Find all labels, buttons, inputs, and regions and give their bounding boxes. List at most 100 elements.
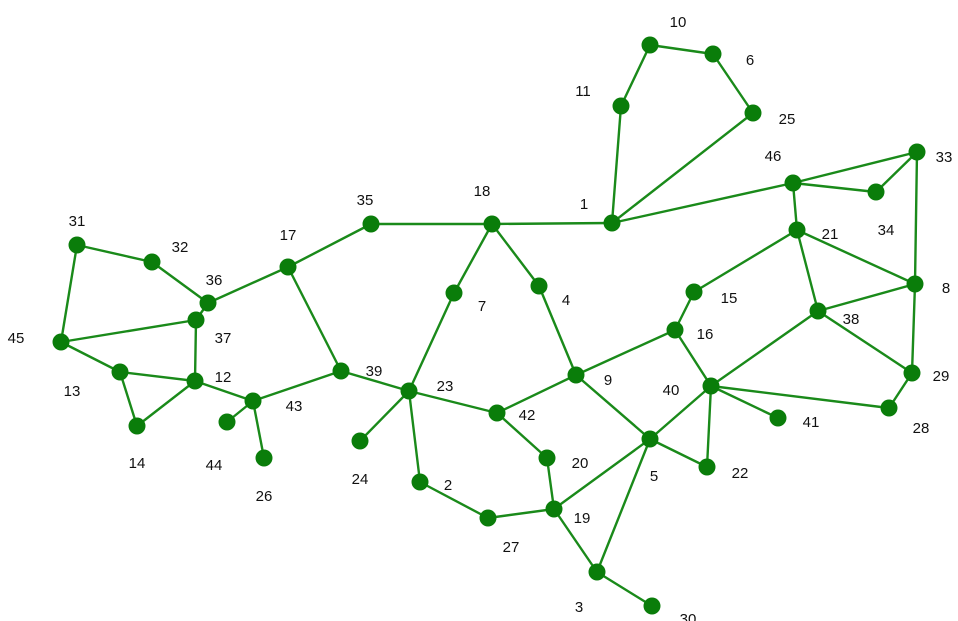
edge-34-33 — [874, 150, 919, 194]
node-label-39: 39 — [366, 363, 383, 380]
edge-4-9 — [537, 284, 578, 377]
node-15 — [685, 283, 703, 301]
edge-43-26 — [251, 399, 266, 460]
node-label-7: 7 — [478, 298, 486, 315]
edge-42-20 — [495, 411, 549, 460]
edge-40-22 — [705, 384, 713, 469]
edge-40-38 — [709, 309, 820, 388]
edge-27-19 — [486, 507, 556, 520]
node-25 — [744, 104, 762, 122]
node-18 — [483, 215, 501, 233]
node-label-19: 19 — [574, 510, 591, 527]
node-1 — [603, 214, 621, 232]
node-3 — [588, 563, 606, 581]
node-label-16: 16 — [697, 326, 714, 343]
node-label-28: 28 — [913, 420, 930, 437]
node-label-45: 45 — [8, 330, 25, 347]
edge-35-17 — [286, 222, 373, 269]
node-label-2: 2 — [444, 477, 452, 494]
edge-45-37 — [59, 318, 198, 344]
edge-33-8 — [913, 150, 919, 286]
node-9 — [567, 366, 585, 384]
labels-layer: 1234567891011121314151617181920212223242… — [8, 14, 953, 621]
node-26 — [255, 449, 273, 467]
node-21 — [788, 221, 806, 239]
node-24 — [351, 432, 369, 450]
node-label-33: 33 — [936, 149, 953, 166]
node-label-12: 12 — [215, 369, 232, 386]
edge-10-6 — [648, 43, 715, 56]
node-label-14: 14 — [129, 455, 146, 472]
node-label-37: 37 — [215, 330, 232, 347]
node-22 — [698, 458, 716, 476]
node-13 — [111, 363, 129, 381]
node-16 — [666, 321, 684, 339]
node-46 — [784, 174, 802, 192]
node-label-26: 26 — [256, 488, 273, 505]
node-2 — [411, 473, 429, 491]
node-8 — [906, 275, 924, 293]
node-42 — [488, 404, 506, 422]
edge-13-12 — [118, 370, 197, 383]
edge-5-40 — [648, 384, 713, 441]
node-label-6: 6 — [746, 52, 754, 69]
node-6 — [704, 45, 722, 63]
node-31 — [68, 236, 86, 254]
node-5 — [641, 430, 659, 448]
node-label-31: 31 — [69, 213, 86, 230]
node-39 — [332, 362, 350, 380]
edge-42-9 — [495, 373, 578, 415]
node-label-24: 24 — [352, 471, 369, 488]
edge-17-36 — [206, 265, 290, 305]
edge-45-13 — [59, 340, 122, 374]
node-45 — [52, 333, 70, 351]
node-label-27: 27 — [503, 539, 520, 556]
edge-5-22 — [648, 437, 709, 469]
edge-6-25 — [711, 52, 755, 115]
edge-32-31 — [75, 243, 154, 264]
node-label-21: 21 — [822, 226, 839, 243]
node-27 — [479, 509, 497, 527]
node-label-29: 29 — [933, 368, 950, 385]
edge-1-18 — [490, 221, 614, 226]
node-label-20: 20 — [572, 455, 589, 472]
node-label-9: 9 — [604, 372, 612, 389]
edge-10-11 — [619, 43, 652, 108]
node-36 — [199, 294, 217, 312]
node-label-34: 34 — [878, 222, 895, 239]
node-44 — [218, 413, 236, 431]
node-label-25: 25 — [779, 111, 796, 128]
edge-11-1 — [610, 104, 623, 225]
node-43 — [244, 392, 262, 410]
edge-19-5 — [552, 437, 652, 511]
node-33 — [908, 143, 926, 161]
edge-20-19 — [545, 456, 556, 511]
edge-18-4 — [490, 222, 541, 288]
edge-21-38 — [795, 228, 820, 313]
node-label-36: 36 — [206, 272, 223, 289]
node-32 — [143, 253, 161, 271]
edge-40-28 — [709, 384, 891, 410]
node-label-22: 22 — [732, 465, 749, 482]
edge-25-1 — [610, 111, 755, 225]
edge-38-8 — [816, 282, 917, 313]
node-label-18: 18 — [474, 183, 491, 200]
node-17 — [279, 258, 297, 276]
edge-14-12 — [135, 379, 197, 428]
node-label-17: 17 — [280, 227, 297, 244]
edge-8-29 — [910, 282, 917, 375]
edge-13-14 — [118, 370, 139, 428]
node-19 — [545, 500, 563, 518]
edge-15-21 — [692, 228, 799, 294]
edge-40-16 — [673, 328, 713, 388]
node-7 — [445, 284, 463, 302]
edge-23-24 — [358, 389, 411, 443]
edge-39-23 — [339, 369, 411, 393]
edge-2-27 — [418, 480, 490, 520]
edge-1-46 — [610, 181, 795, 225]
edge-21-8 — [795, 228, 917, 286]
node-label-41: 41 — [803, 414, 820, 431]
edge-40-41 — [709, 384, 780, 420]
node-10 — [641, 36, 659, 54]
